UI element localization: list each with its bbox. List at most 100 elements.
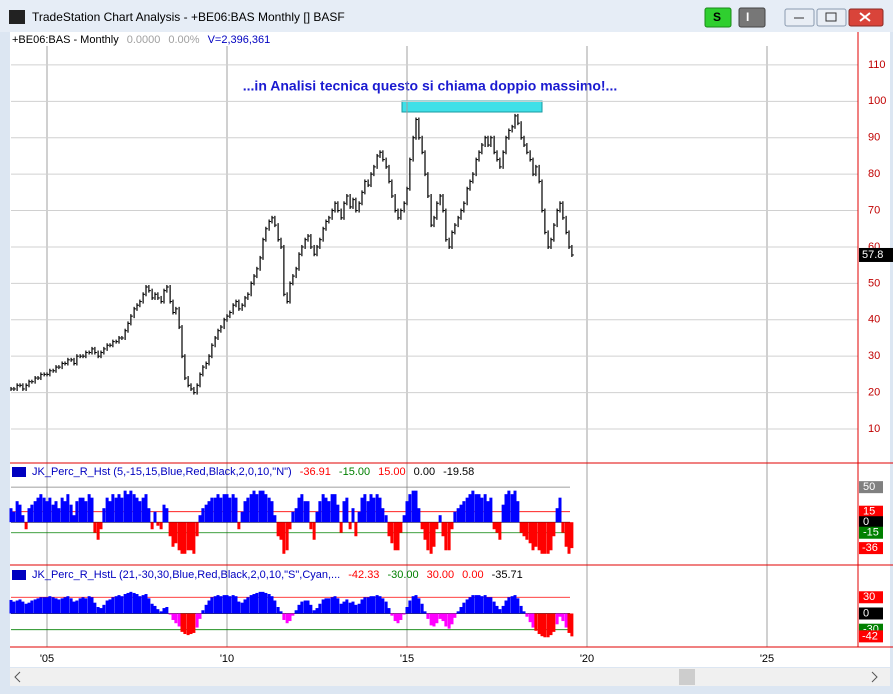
hist-bar xyxy=(81,497,85,523)
hist-bar xyxy=(324,497,328,523)
symbol-header: +BE06:BAS - Monthly 0.0000 0.00% V=2,396,36… xyxy=(12,34,270,46)
hist-bar xyxy=(522,611,526,614)
hist-bar xyxy=(531,613,535,628)
hist-bar xyxy=(39,494,43,523)
hist-bar xyxy=(549,613,553,636)
hist-bar xyxy=(345,599,349,614)
hist-bar xyxy=(228,596,232,614)
hist-bar xyxy=(117,494,121,523)
hist-bar xyxy=(441,613,445,622)
hist-bar xyxy=(411,596,415,614)
hist-bar xyxy=(420,603,424,614)
hist-bar xyxy=(138,501,142,523)
hist-bar xyxy=(498,522,502,540)
hist-bar xyxy=(207,600,211,614)
hist-bar xyxy=(108,599,112,614)
last-price-label: 57.8 xyxy=(862,249,883,261)
hist-bar xyxy=(282,522,286,554)
scrollbar[interactable] xyxy=(10,668,890,686)
readout-value: -36.91 xyxy=(300,466,331,478)
hist-bar xyxy=(447,613,451,629)
hist-bar xyxy=(111,494,115,523)
hist-bar xyxy=(231,494,235,523)
hist-bar xyxy=(264,592,268,614)
hist-bar xyxy=(291,613,295,616)
hist-bar xyxy=(423,611,427,614)
hist-bar xyxy=(477,494,481,523)
hist-bar xyxy=(351,601,355,614)
hist-bar xyxy=(42,497,46,523)
hist-bar xyxy=(66,596,70,614)
hist-bar xyxy=(222,494,226,523)
hist-bar xyxy=(300,601,304,614)
x-tick-label: '20 xyxy=(580,653,594,665)
hist-bar xyxy=(165,607,169,614)
s-button[interactable] xyxy=(704,7,732,28)
hist-bar xyxy=(33,501,37,523)
hist-bar xyxy=(213,497,217,523)
x-tick-label: '05 xyxy=(40,653,54,665)
hist-bar xyxy=(327,501,331,523)
readout-value: -15.00 xyxy=(339,466,370,478)
hist-bar xyxy=(453,511,457,523)
hist-bar xyxy=(342,601,346,614)
y-tick-label: 30 xyxy=(863,591,875,603)
hist-bar xyxy=(144,494,148,523)
s-button-label[interactable]: S xyxy=(713,10,721,24)
readout-value: -19.58 xyxy=(443,466,474,478)
hist-bar xyxy=(141,497,145,523)
i-button-label[interactable]: I xyxy=(746,10,749,24)
hist-bar xyxy=(297,604,301,614)
x-tick-label: '25 xyxy=(760,653,774,665)
hist-bar xyxy=(357,511,361,523)
scroll-arrows[interactable] xyxy=(14,671,878,683)
hist-bar xyxy=(354,604,358,614)
hist-bar xyxy=(438,613,442,619)
hist-bar xyxy=(366,501,370,523)
hist-bar xyxy=(147,508,151,523)
hist-bar xyxy=(540,522,544,554)
hist-bar xyxy=(312,522,316,540)
hist-bar xyxy=(72,601,76,614)
hist-bar xyxy=(189,613,193,635)
hist-bar xyxy=(528,522,532,544)
hist-bar xyxy=(567,613,571,633)
hist-bar xyxy=(288,613,292,622)
hist-bar xyxy=(219,497,223,523)
scroll-thumb[interactable] xyxy=(679,669,695,685)
maximize-button[interactable] xyxy=(816,8,847,27)
hist-bar xyxy=(339,522,343,533)
hist-bar xyxy=(276,607,280,614)
hist-bar xyxy=(276,522,280,537)
hist-bar xyxy=(294,610,298,614)
hist-bar xyxy=(234,497,238,523)
header-item: V=2,396,361 xyxy=(208,34,271,46)
hist-bar xyxy=(516,501,520,523)
hist-bar xyxy=(159,611,163,614)
hist-bar xyxy=(555,613,559,625)
x-tick-label: '15 xyxy=(400,653,414,665)
hist-bar xyxy=(51,597,55,614)
hist-bar xyxy=(198,613,202,619)
hist-bar xyxy=(99,522,103,530)
hist-bar xyxy=(96,607,100,614)
hist-bar xyxy=(180,522,184,554)
hist-bar xyxy=(318,603,322,614)
hist-bar xyxy=(204,604,208,614)
hist-bar xyxy=(330,494,334,523)
hist-bar xyxy=(54,501,58,523)
hist-bar xyxy=(441,522,445,537)
hist-bar xyxy=(168,522,172,537)
hist-bar xyxy=(306,600,310,614)
hist-bar xyxy=(396,613,400,624)
hist-bar xyxy=(501,504,505,523)
i-button[interactable] xyxy=(738,7,766,28)
hist-bar xyxy=(390,522,394,544)
hist-bar xyxy=(567,522,571,554)
pane-icon xyxy=(12,467,26,477)
hist-bar xyxy=(510,596,514,614)
hist-bar xyxy=(135,594,139,614)
indicator-name: JK_Perc_R_Hst (5,-15,15,Blue,Red,Black,2… xyxy=(32,466,292,478)
hist-bar xyxy=(408,494,412,523)
hist-bar xyxy=(96,522,100,540)
